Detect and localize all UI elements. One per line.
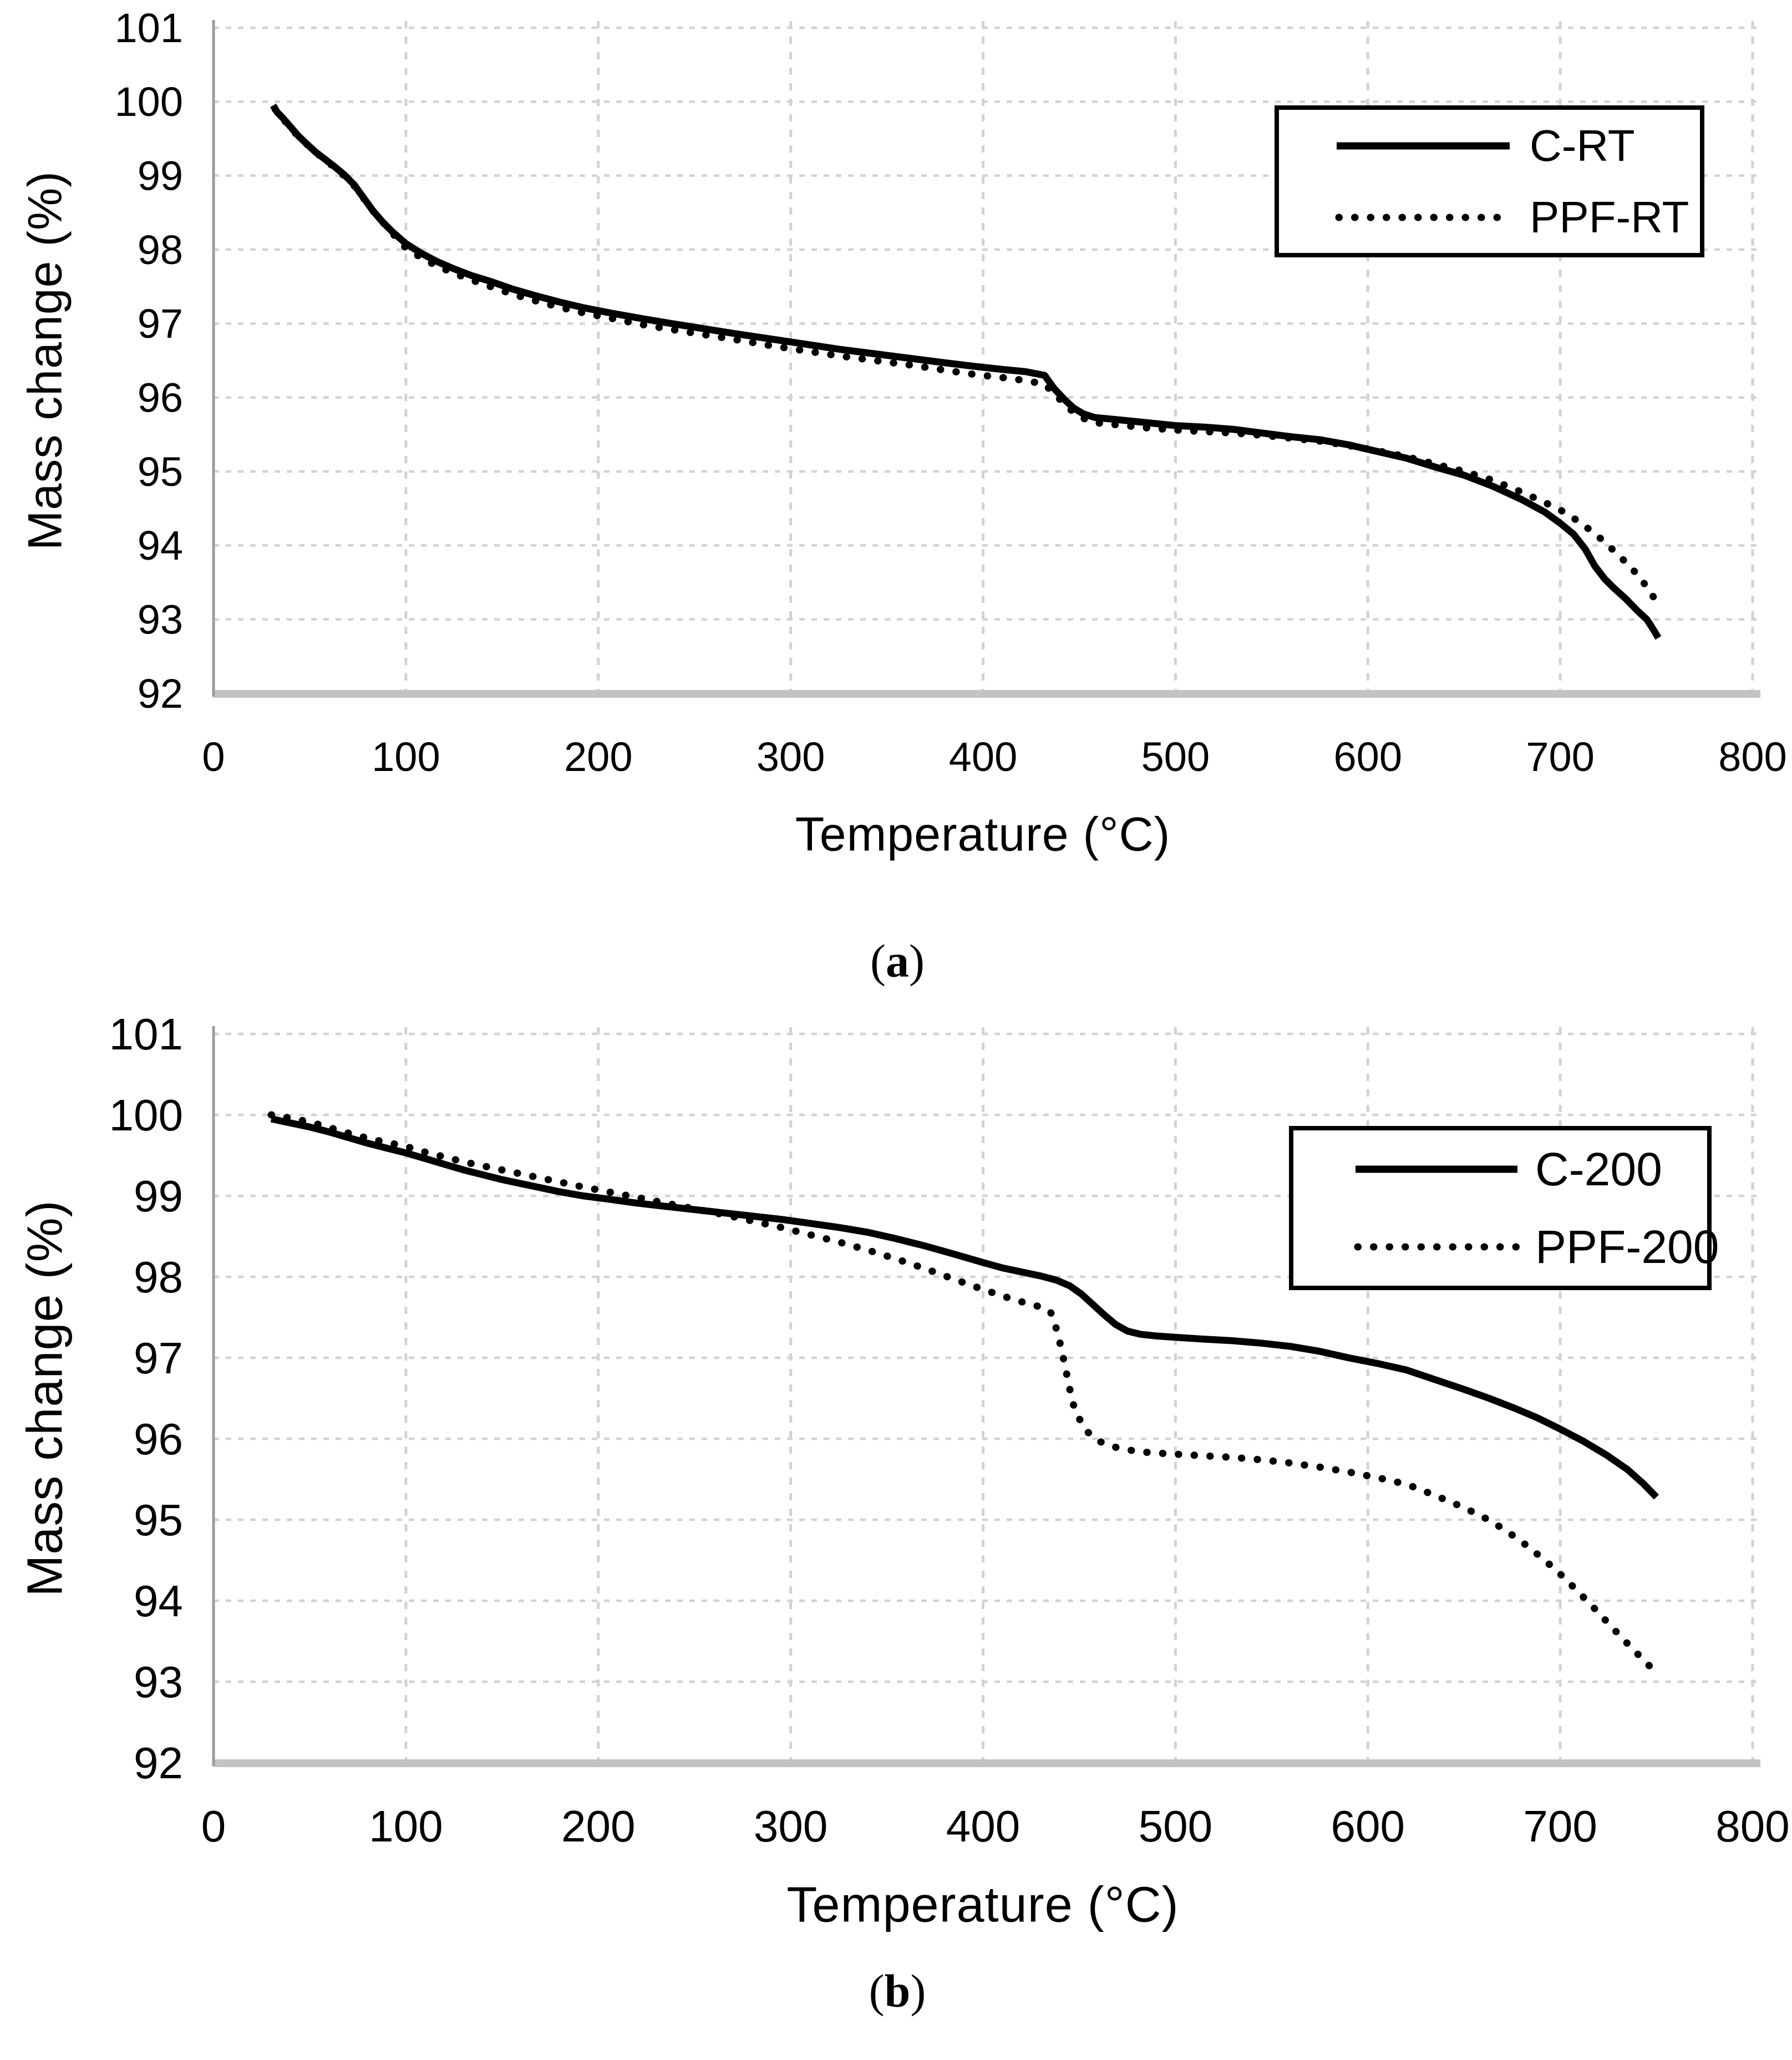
x-tick-label: 0 (201, 1802, 226, 1851)
x-tick-label: 600 (1334, 734, 1402, 780)
caption-b-close: ) (910, 1965, 926, 2017)
y-tick-label: 93 (134, 1657, 183, 1707)
y-tick-label: 94 (134, 1576, 183, 1626)
y-tick-label: 97 (134, 1333, 183, 1383)
x-tick-label: 500 (1141, 734, 1210, 780)
series-PPF-RT-curve (271, 105, 1662, 610)
caption-a: (a) (870, 935, 925, 988)
x-tick-label: 400 (946, 1802, 1020, 1851)
y-tick-label: 95 (138, 449, 183, 495)
series-PPF-200-curve (267, 1111, 1661, 1677)
dotted-line-sample-icon (1335, 214, 1512, 221)
dotted-line-sample-icon (1354, 1243, 1520, 1251)
caption-b-letter: b (884, 1965, 911, 2017)
legend-entry-ppf-200: PPF-200 (1293, 1220, 1719, 1274)
chart-b: 92 93 94 95 96 97 98 99 100 101 0 100 200 300 400 500 60… (109, 1009, 1790, 1851)
x-tick-label: 300 (757, 734, 825, 780)
y-tick-label: 98 (138, 227, 183, 273)
y-axis-title-a: Mass change (%) (18, 170, 72, 551)
y-tick-label: 94 (138, 522, 183, 569)
caption-a-letter: a (886, 935, 909, 987)
legend-entry-c-rt: C-RT (1279, 120, 1700, 171)
legend-label-c-rt: C-RT (1530, 120, 1635, 170)
series-C-200-curve (270, 1115, 1659, 1500)
legend-a: C-RT PPF-RT (1275, 105, 1704, 257)
chart-a: 92 93 94 95 96 97 98 99 100 101 0 100 200 300 400 500 60… (115, 5, 1787, 780)
solid-line-sample-icon (1337, 142, 1510, 149)
y-tick-label: 92 (138, 671, 183, 717)
y-tick-label: 101 (109, 1009, 183, 1059)
legend-b: C-200 PPF-200 (1289, 1126, 1719, 1290)
x-tick-label: 300 (754, 1802, 828, 1851)
y-tick-label: 100 (109, 1090, 183, 1140)
x-tick-label: 200 (561, 1802, 635, 1851)
x-tick-label: 500 (1139, 1802, 1212, 1851)
x-tick-label: 400 (949, 734, 1017, 780)
x-tick-label: 0 (202, 734, 225, 780)
caption-b: (b) (869, 1965, 926, 2018)
x-tick-label: 800 (1715, 1802, 1789, 1851)
x-axis-title-b: Temperature (°C) (786, 1877, 1179, 1933)
x-tick-label: 800 (1718, 734, 1786, 780)
y-tick-label: 99 (138, 153, 183, 199)
legend-entry-c-200: C-200 (1293, 1143, 1707, 1196)
y-tick-label: 96 (134, 1414, 183, 1464)
caption-b-open: ( (869, 1965, 885, 2017)
x-tick-label: 600 (1331, 1802, 1405, 1851)
y-tick-label: 97 (138, 301, 183, 347)
y-tick-label: 95 (134, 1495, 183, 1545)
y-tick-label: 96 (138, 375, 183, 421)
legend-entry-ppf-rt: PPF-RT (1279, 192, 1700, 243)
y-tick-label: 92 (134, 1738, 183, 1788)
caption-a-open: ( (870, 935, 886, 987)
x-tick-label: 100 (372, 734, 440, 780)
legend-label-ppf-rt: PPF-RT (1530, 192, 1689, 242)
x-tick-label: 700 (1523, 1802, 1597, 1851)
caption-a-close: ) (909, 935, 925, 987)
y-tick-label: 101 (115, 5, 183, 51)
y-tick-label: 99 (134, 1171, 183, 1221)
y-tick-label: 98 (134, 1252, 183, 1302)
y-tick-label: 93 (138, 597, 183, 643)
y-axis-title-b: Mass change (%) (17, 1200, 73, 1597)
x-tick-label: 200 (564, 734, 632, 780)
legend-label-ppf-200: PPF-200 (1535, 1220, 1719, 1273)
x-axis-title-a: Temperature (°C) (795, 808, 1171, 861)
x-tick-label: 100 (369, 1802, 443, 1851)
y-tick-label: 100 (115, 79, 183, 125)
x-tick-label: 700 (1526, 734, 1594, 780)
legend-label-c-200: C-200 (1535, 1143, 1662, 1195)
solid-line-sample-icon (1356, 1165, 1517, 1173)
